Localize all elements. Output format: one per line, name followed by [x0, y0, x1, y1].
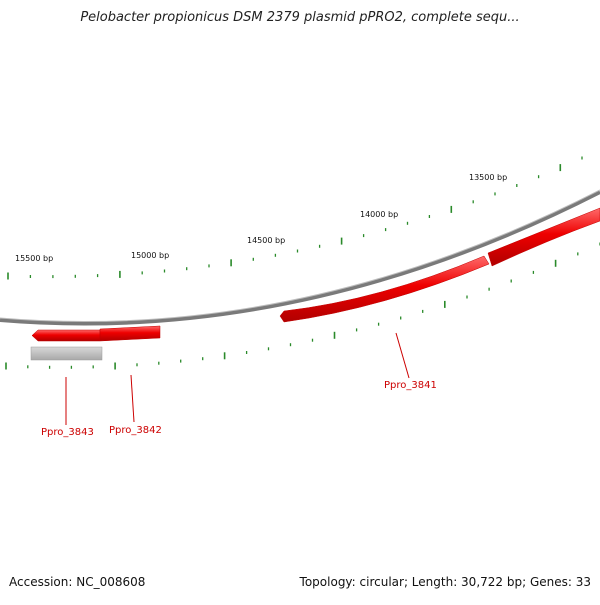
gene-feature-ppro-3842[interactable] [99, 325, 161, 342]
tick-label-14000: 14000 bp [360, 210, 398, 219]
plasmid-backbone [0, 190, 600, 326]
plasmid-backbone-highlight [0, 189, 600, 322]
other-feature-bar[interactable] [30, 346, 103, 361]
gene-label-ppro-3843[interactable]: Ppro_3843 [41, 427, 94, 438]
tick-label-14500: 14500 bp [247, 236, 285, 245]
inner-tick-ring [5, 242, 600, 370]
accession-label: Accession: NC_008608 [9, 575, 146, 589]
gene-feature-ppro-3841[interactable] [279, 207, 600, 323]
tick-label-13500: 13500 bp [469, 173, 507, 182]
tick-label-15000: 15000 bp [131, 251, 169, 260]
outer-tick-ring [7, 156, 583, 280]
leader-line-ppro-3841 [395, 332, 410, 379]
sequence-summary: Topology: circular; Length: 30,722 bp; G… [299, 575, 591, 589]
tick-label-15500: 15500 bp [15, 254, 53, 263]
gene-label-ppro-3841[interactable]: Ppro_3841 [384, 380, 437, 391]
map-title: Pelobacter propionicus DSM 2379 plasmid … [80, 10, 520, 25]
gene-label-ppro-3842[interactable]: Ppro_3842 [109, 425, 162, 436]
gene-feature-ppro-3843[interactable] [31, 329, 101, 342]
leader-line-ppro-3842 [130, 374, 135, 423]
